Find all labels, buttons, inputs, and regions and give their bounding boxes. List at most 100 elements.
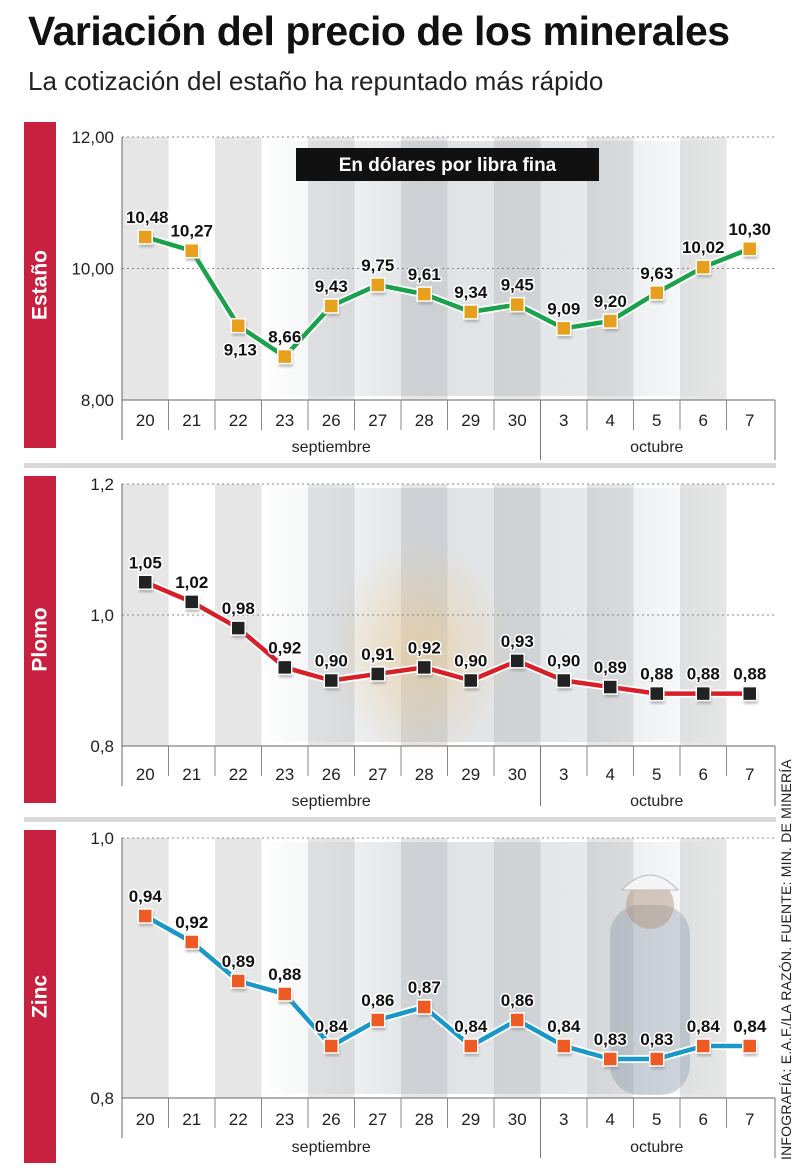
- x-tick-label: 6: [699, 1110, 708, 1129]
- data-marker: [602, 313, 618, 329]
- data-label: 0,98: [222, 599, 255, 618]
- data-label: 0,86: [361, 991, 394, 1010]
- data-marker: [277, 986, 293, 1002]
- x-tick-label: 26: [322, 765, 341, 784]
- data-label: 10,02: [682, 238, 725, 257]
- data-marker: [184, 934, 200, 950]
- data-marker: [742, 1038, 758, 1054]
- x-tick-label: 4: [606, 765, 615, 784]
- data-label: 0,90: [454, 652, 487, 671]
- data-label: 0,88: [268, 965, 301, 984]
- panel-divider: [24, 817, 776, 822]
- data-label: 0,84: [733, 1017, 767, 1036]
- data-label: 10,30: [728, 220, 771, 239]
- x-tick-label: 28: [415, 411, 434, 430]
- data-label: 0,94: [129, 887, 163, 906]
- data-marker: [742, 241, 758, 257]
- side-label-text: Zinc: [29, 975, 52, 1018]
- x-tick-label: 3: [559, 411, 568, 430]
- month-label-octubre: octubre: [630, 1139, 683, 1156]
- data-label: 0,88: [640, 665, 673, 684]
- unit-badge: [296, 148, 599, 181]
- x-tick-label: 26: [322, 1110, 341, 1129]
- furnace-glow: [330, 540, 510, 760]
- data-marker: [323, 672, 339, 689]
- data-marker: [184, 242, 200, 259]
- data-marker: [463, 304, 479, 320]
- x-tick-label: 5: [652, 411, 661, 430]
- data-marker: [556, 320, 572, 337]
- data-marker: [463, 672, 479, 689]
- data-marker: [695, 259, 711, 275]
- chart-zinc: 0,8 1,0 20 21 22 23 26 27 28 29 30 3 4 5 6 7 septiembre o…: [24, 829, 776, 1163]
- x-tick-label: 29: [461, 411, 480, 430]
- x-tick-label: 21: [182, 765, 201, 784]
- x-tick-label: 27: [368, 765, 387, 784]
- data-marker: [230, 317, 246, 334]
- data-label: 0,84: [687, 1017, 721, 1036]
- x-tick-label: 3: [559, 1110, 568, 1129]
- x-tick-label: 7: [745, 1110, 754, 1129]
- x-tick-label: 30: [508, 765, 527, 784]
- x-tick-label: 7: [745, 765, 754, 784]
- page-subtitle: La cotización del estaño ha repuntado má…: [28, 66, 604, 96]
- data-label: 0,92: [175, 913, 208, 932]
- data-label: 1,05: [129, 553, 162, 572]
- data-marker: [509, 296, 525, 313]
- miner-helmet: [620, 874, 680, 891]
- side-label-text: Plomo: [29, 607, 52, 671]
- data-marker: [230, 973, 246, 989]
- x-tick-label: 5: [652, 765, 661, 784]
- data-marker: [509, 1012, 525, 1028]
- data-label: 9,43: [315, 277, 348, 296]
- data-marker: [230, 620, 246, 636]
- x-tick-label: 22: [229, 1110, 248, 1129]
- y-tick-label: 10,00: [71, 260, 114, 279]
- data-label: 9,09: [547, 299, 580, 318]
- data-label: 9,61: [408, 265, 441, 284]
- data-marker: [649, 685, 665, 702]
- data-marker: [556, 672, 572, 689]
- data-label: 0,92: [268, 638, 301, 657]
- data-label: 0,90: [315, 652, 348, 671]
- data-marker: [277, 659, 293, 676]
- data-marker: [695, 1038, 711, 1054]
- data-label: 9,13: [224, 341, 257, 360]
- data-label: 9,20: [594, 292, 627, 311]
- x-tick-label: 20: [136, 765, 155, 784]
- data-marker: [137, 908, 153, 924]
- miner-head: [626, 881, 674, 929]
- data-label: 0,91: [361, 645, 394, 664]
- data-label: 0,88: [733, 665, 766, 684]
- data-label: 0,89: [222, 952, 255, 971]
- y-tick-label: 8,00: [81, 391, 114, 410]
- x-tick-label: 21: [182, 411, 201, 430]
- data-label: 9,75: [361, 256, 394, 275]
- unit-badge-label: En dólares por libra fina: [339, 155, 557, 176]
- x-tick-label: 4: [606, 1110, 615, 1129]
- data-marker: [649, 1051, 665, 1067]
- column-stripe: [122, 484, 169, 746]
- data-marker: [137, 229, 153, 245]
- x-tick-label: 6: [699, 765, 708, 784]
- month-label-septiembre: septiembre: [292, 793, 371, 810]
- data-label: 8,66: [268, 328, 301, 347]
- y-tick-label: 0,8: [90, 1089, 114, 1108]
- miner-figure: [610, 905, 690, 1095]
- month-label-octubre: octubre: [630, 793, 683, 810]
- data-marker: [323, 1038, 339, 1054]
- data-label: 10,48: [126, 208, 169, 227]
- side-label-bar: [24, 476, 56, 803]
- data-label: 1,02: [175, 573, 208, 592]
- data-marker: [416, 999, 432, 1015]
- x-tick-label: 21: [182, 1110, 201, 1129]
- y-tick-label: 1,2: [90, 475, 114, 494]
- data-marker: [137, 574, 153, 590]
- x-tick-label: 27: [368, 411, 387, 430]
- y-tick-label: 1,0: [90, 829, 114, 848]
- y-tick-label: 12,00: [71, 128, 114, 147]
- data-label: 0,90: [547, 652, 580, 671]
- data-marker: [742, 685, 758, 702]
- month-label-octubre: octubre: [630, 439, 683, 456]
